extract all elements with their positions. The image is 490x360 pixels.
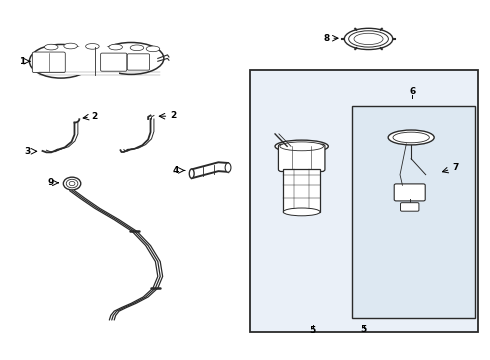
- FancyBboxPatch shape: [278, 144, 325, 171]
- Text: 9: 9: [47, 178, 53, 187]
- Ellipse shape: [86, 44, 99, 49]
- Ellipse shape: [45, 44, 58, 50]
- Text: 4: 4: [172, 166, 179, 175]
- Text: 8: 8: [323, 34, 329, 43]
- Circle shape: [69, 181, 75, 186]
- Circle shape: [66, 179, 78, 188]
- Ellipse shape: [109, 44, 122, 50]
- FancyBboxPatch shape: [400, 203, 419, 211]
- Ellipse shape: [225, 163, 231, 172]
- Ellipse shape: [388, 130, 434, 145]
- Bar: [250, 70, 478, 332]
- Ellipse shape: [393, 132, 429, 143]
- Ellipse shape: [130, 45, 144, 51]
- Text: 2: 2: [92, 112, 98, 121]
- Ellipse shape: [146, 46, 160, 52]
- Ellipse shape: [280, 142, 323, 151]
- Ellipse shape: [344, 28, 393, 50]
- Ellipse shape: [275, 140, 328, 153]
- Ellipse shape: [354, 33, 383, 45]
- FancyBboxPatch shape: [394, 184, 425, 201]
- Ellipse shape: [29, 44, 93, 78]
- Bar: [75, 47, 119, 76]
- Text: 1: 1: [19, 57, 25, 66]
- Ellipse shape: [189, 169, 194, 178]
- Ellipse shape: [349, 31, 389, 47]
- Circle shape: [63, 177, 81, 190]
- Text: 2: 2: [170, 111, 176, 120]
- Ellipse shape: [64, 43, 77, 49]
- Ellipse shape: [98, 42, 164, 75]
- Text: 6: 6: [409, 87, 415, 96]
- Ellipse shape: [283, 208, 320, 216]
- FancyBboxPatch shape: [100, 53, 127, 71]
- Bar: [283, 168, 320, 212]
- Text: 3: 3: [25, 147, 31, 156]
- Text: 5: 5: [310, 326, 316, 335]
- Text: 5: 5: [361, 325, 367, 334]
- Bar: [352, 105, 475, 318]
- FancyBboxPatch shape: [127, 54, 149, 70]
- Text: 7: 7: [453, 163, 459, 172]
- FancyBboxPatch shape: [32, 52, 65, 73]
